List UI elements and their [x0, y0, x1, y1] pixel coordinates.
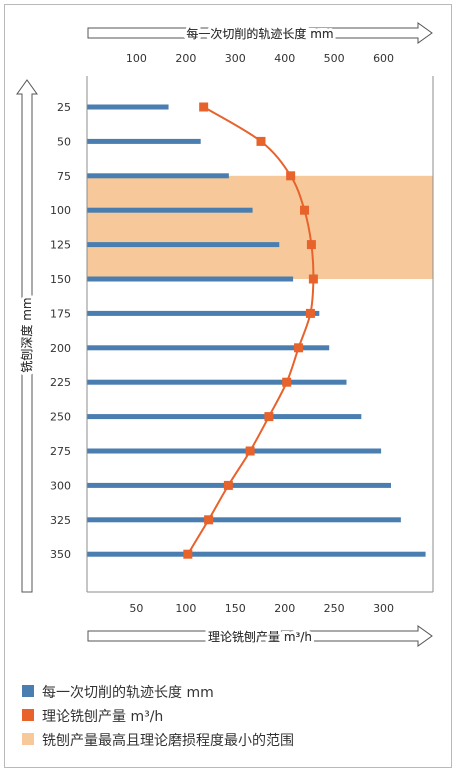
legend-label-track-length: 每一次切削的轨迹长度 mm [42, 685, 214, 701]
y-tick-label: 325 [50, 514, 71, 527]
marker-milling-output [199, 102, 209, 112]
bottom-axis-arrow [87, 625, 433, 647]
top-axis-arrow [87, 22, 433, 44]
bar-track-length [87, 414, 362, 420]
top-axis-title-fill: 每一次切削的轨迹长度 mm [186, 26, 333, 41]
bar-track-length [87, 207, 253, 213]
x-bottom-tick-label: 200 [274, 602, 295, 615]
x-bottom-tick-label: 50 [129, 602, 143, 615]
bar-track-length [87, 448, 382, 454]
x-top-tick-label: 200 [175, 52, 196, 65]
y-tick-label: 300 [50, 479, 71, 492]
chart-canvas: 25 50 75 100 125 150 175 200 225 250 275 300 325 350 1… [16, 22, 434, 647]
marker-milling-output [183, 549, 193, 559]
highlight-band [87, 175, 433, 279]
left-axis-arrow [16, 79, 38, 593]
x-bottom-tick-label: 300 [373, 602, 394, 615]
y-tick-label: 275 [50, 445, 71, 458]
plot-background [87, 76, 433, 592]
x-bottom-tick-label: 150 [225, 602, 246, 615]
x-top-tick-label: 300 [225, 52, 246, 65]
bar-track-length [87, 551, 426, 557]
y-tick-label: 50 [57, 135, 71, 148]
marker-milling-output [245, 446, 255, 456]
marker-milling-output [282, 377, 292, 387]
y-tick-label: 100 [50, 204, 71, 217]
bar-track-length [87, 242, 280, 248]
left-axis-title-fill: 铣刨深度 mm [19, 297, 34, 372]
bar-track-length [87, 138, 201, 144]
y-tick-label: 350 [50, 548, 71, 561]
y-tick-label: 175 [50, 307, 71, 320]
bottom-axis-title-fill: 理论铣刨产量 m³/h [208, 629, 312, 644]
legend-swatch-optimal-range [22, 733, 34, 745]
chart-frame [4, 4, 452, 768]
marker-milling-output [305, 308, 315, 318]
legend-swatch-milling-output [22, 709, 34, 721]
marker-milling-output [306, 240, 316, 250]
top-axis-title: 每一次切削的轨迹长度 mm [186, 26, 333, 41]
x-top-tick-label: 400 [274, 52, 295, 65]
legend-label-optimal-range: 铣刨产量最高且理论磨损程度最小的范围 [42, 733, 294, 749]
marker-milling-output [264, 412, 274, 422]
bar-track-length [87, 276, 294, 282]
marker-milling-output [299, 205, 309, 215]
bar-track-length [87, 173, 229, 179]
marker-milling-output [204, 515, 214, 525]
y-tick-label: 250 [50, 411, 71, 424]
bar-track-length [87, 104, 169, 110]
marker-milling-output [223, 480, 233, 490]
y-tick-label: 200 [50, 342, 71, 355]
marker-milling-output [256, 136, 266, 146]
left-axis-title: 铣刨深度 mm [19, 297, 34, 372]
bar-track-length [87, 482, 391, 488]
y-tick-label: 150 [50, 273, 71, 286]
y-tick-label: 225 [50, 376, 71, 389]
marker-milling-output [286, 171, 296, 181]
x-bottom-tick-label: 100 [175, 602, 196, 615]
x-top-tick-label: 500 [324, 52, 345, 65]
bar-track-length [87, 517, 401, 523]
bottom-axis-title: 理论铣刨产量 m³/h [208, 629, 312, 644]
x-top-tick-label: 600 [373, 52, 394, 65]
marker-milling-output [308, 274, 318, 284]
bar-track-length [87, 345, 330, 351]
y-tick-label: 25 [57, 101, 71, 114]
legend-label-milling-output: 理论铣刨产量 m³/h [42, 709, 164, 725]
legend-swatch-track-length [22, 685, 34, 697]
y-tick-label: 125 [50, 239, 71, 252]
bar-track-length [87, 310, 320, 316]
x-bottom-tick-label: 250 [324, 602, 345, 615]
bar-track-length [87, 379, 347, 385]
marker-milling-output [294, 343, 304, 353]
x-top-tick-label: 100 [126, 52, 147, 65]
y-tick-label: 75 [57, 170, 71, 183]
